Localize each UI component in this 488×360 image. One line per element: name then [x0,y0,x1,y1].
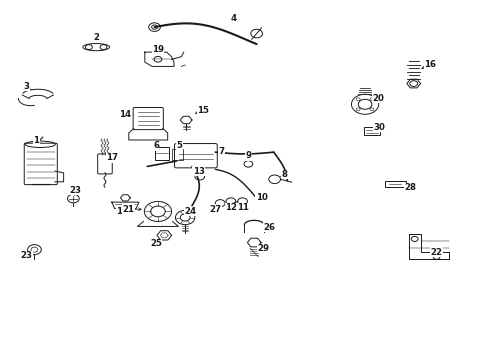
Text: 27: 27 [209,205,221,214]
Text: 28: 28 [404,183,416,192]
Text: 21: 21 [122,205,135,214]
Text: 22: 22 [429,248,442,257]
Text: 8: 8 [281,170,287,179]
Text: 10: 10 [255,193,267,202]
Text: 16: 16 [424,60,435,69]
Text: 18: 18 [116,207,128,216]
Text: 26: 26 [263,222,275,231]
Text: 13: 13 [192,167,204,176]
Text: 30: 30 [373,123,385,132]
Text: 3: 3 [23,82,30,91]
Text: 15: 15 [197,106,209,115]
Text: 23: 23 [20,251,33,260]
Text: 4: 4 [230,14,236,23]
Bar [171,149,183,159]
Bar [384,181,406,187]
Text: 24: 24 [183,207,196,216]
Text: 19: 19 [152,45,163,54]
Text: 29: 29 [257,244,268,253]
Text: 1: 1 [33,136,40,145]
Text: 23: 23 [69,185,81,194]
Text: 25: 25 [150,239,162,248]
Text: 20: 20 [371,94,384,103]
Bar [154,147,169,159]
Text: 11: 11 [236,203,248,212]
Text: 5: 5 [176,141,182,150]
Text: 6: 6 [153,141,159,150]
Bar [364,127,379,135]
Text: 7: 7 [218,147,224,156]
Text: 14: 14 [119,111,131,120]
Text: 9: 9 [245,151,251,160]
Text: 12: 12 [224,203,236,212]
Text: 2: 2 [93,33,99,42]
Text: 17: 17 [106,153,118,162]
